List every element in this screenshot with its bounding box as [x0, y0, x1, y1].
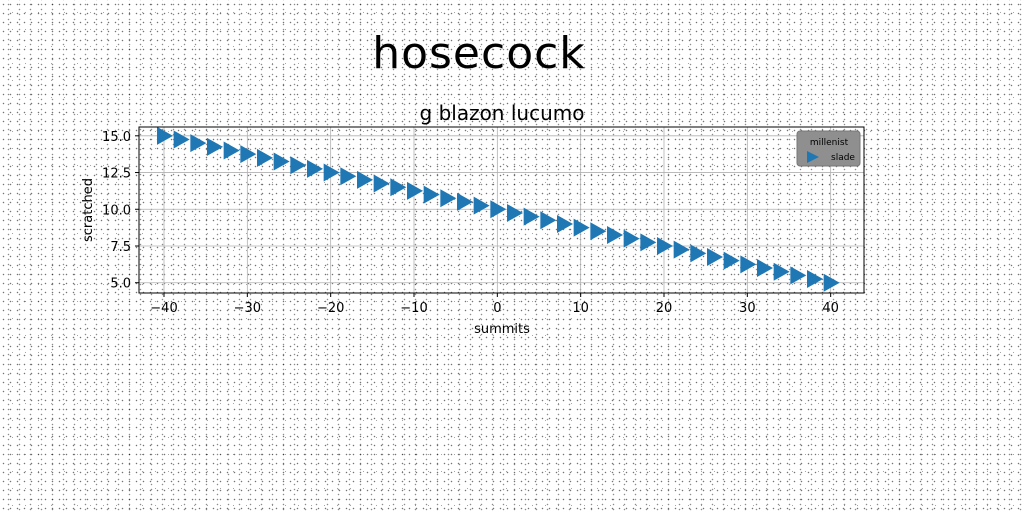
scatter-point [223, 141, 240, 160]
scatter-point [340, 167, 357, 186]
scatter-point [790, 266, 807, 285]
scatter-point [390, 178, 407, 197]
scatter-point [323, 163, 340, 182]
scatter-point [407, 181, 423, 200]
scatter-point [490, 200, 507, 219]
scatter-point [423, 185, 440, 204]
scatter-point [807, 270, 823, 289]
legend-entry-label: slade [831, 153, 855, 163]
scatter-point [573, 218, 590, 237]
x-tick-label: −40 [150, 301, 177, 316]
x-axis-label: summits [474, 322, 530, 337]
legend: millenist slade [796, 130, 861, 167]
scatter-point [207, 137, 223, 156]
figure-suptitle: hosecock [372, 28, 586, 79]
scatter-point [557, 214, 573, 233]
legend-title: millenist [810, 138, 849, 148]
scatter-point [823, 273, 840, 292]
scatter-point [523, 207, 540, 226]
scatter-point [773, 262, 790, 281]
scatter-point [257, 148, 273, 167]
x-tick-label: 10 [572, 301, 589, 316]
scatter-point [590, 222, 607, 241]
scatter-point [623, 229, 640, 248]
scatter-point [607, 225, 623, 244]
x-tick-label: −30 [234, 301, 261, 316]
scatter-point [540, 211, 557, 230]
scatter-point [157, 126, 173, 145]
y-tick-label: 15.0 [102, 130, 131, 145]
x-tick-label: 0 [493, 301, 501, 316]
x-tick-label: 30 [739, 301, 756, 316]
y-tick-label: 10.0 [102, 203, 131, 218]
scatter-point [723, 251, 740, 270]
y-tick-label: 5.0 [110, 277, 131, 292]
scatter-point [457, 192, 473, 211]
scatter-point [240, 145, 257, 164]
scatter-point [673, 240, 690, 259]
axis-ticks: −40 −30 −20 −10 0 10 20 30 40 5.0 7.5 10.0 12.5 15.0 [102, 130, 839, 316]
legend-marker-triangle-icon [807, 151, 819, 163]
scatter-point [290, 156, 307, 175]
scatter-point [173, 130, 190, 149]
y-tick-label: 7.5 [110, 240, 131, 255]
scatter-point [307, 159, 323, 178]
x-tick-label: 40 [822, 301, 839, 316]
scatter-point [707, 248, 723, 267]
scatter-point [273, 152, 290, 171]
scatter-point [440, 189, 457, 208]
data-points [157, 126, 840, 292]
scatter-point [657, 236, 673, 255]
scatter-point [740, 255, 757, 274]
plot-frame [138, 126, 865, 294]
x-tick-label: −10 [400, 301, 427, 316]
scatter-point [473, 196, 490, 215]
y-tick-label: 12.5 [102, 167, 131, 182]
x-tick-label: 20 [656, 301, 673, 316]
scatter-point [640, 233, 657, 252]
scatter-point [757, 259, 773, 278]
x-tick-label: −20 [317, 301, 344, 316]
y-axis-label: scratched [81, 178, 96, 242]
scatter-point [357, 170, 373, 189]
chart-title: g blazon lucumo [420, 101, 585, 125]
scatter-point [690, 244, 707, 263]
scatter-point [373, 174, 390, 193]
scatter-point [190, 134, 207, 153]
scatter-point [507, 203, 523, 222]
